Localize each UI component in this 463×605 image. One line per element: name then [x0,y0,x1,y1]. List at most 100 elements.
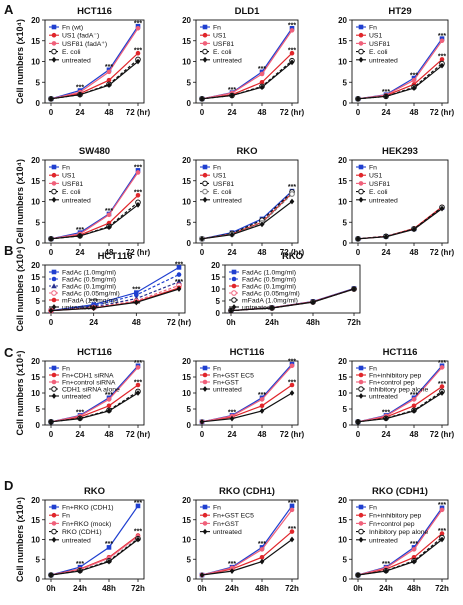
legend-label: untreated [369,394,398,401]
data-point [51,181,57,186]
data-point [135,192,141,198]
y-tick-label: 10 [31,285,40,294]
data-point [411,403,417,409]
legend-label: USF81 (fadA⁺) [62,41,107,48]
x-tick-label: 72h [285,584,299,593]
significance-mark: *** [382,561,390,568]
series-line [357,537,443,576]
series-line [230,288,355,312]
data-point [135,201,141,208]
data-point [51,365,57,371]
legend-label: USF81 [369,41,390,48]
x-tick-label: 48 [258,430,267,439]
significance-mark: *** [134,379,142,386]
data-point [259,397,265,402]
legend-label: untreated [62,197,91,204]
y-tick-label: 0 [343,99,348,108]
data-point [439,38,445,44]
series-line [50,366,139,423]
significance-mark: *** [134,529,142,536]
data-point [202,365,208,371]
significance-mark: *** [134,500,142,507]
data-point [358,365,364,371]
data-point [135,170,141,175]
data-point [48,307,54,314]
data-point [202,372,208,378]
legend-label: Fn [369,165,377,172]
data-point [259,408,265,414]
data-point [51,283,57,289]
x-tick-label: 24h [265,318,279,327]
significance-mark: *** [134,360,142,367]
legend-label: untreated [369,57,398,64]
series-line [357,509,443,576]
y-tick-label: 10 [182,198,191,207]
y-tick-label: 10 [338,58,347,67]
series-line [357,206,443,240]
data-point [51,41,57,46]
data-point [358,24,364,30]
significance-mark: *** [76,85,84,92]
series-line [50,505,139,576]
significance-mark: *** [288,500,296,507]
x-tick-label: 0 [200,108,205,117]
series-line [50,535,139,576]
series-line [50,539,139,576]
data-point [51,276,57,282]
data-point [51,536,57,543]
legend-label: USF81 [369,181,390,188]
legend-label: E. coli [369,49,388,56]
y-tick-label: 20 [31,261,40,270]
data-point [289,363,295,369]
x-tick-label: 72 (hr) [167,318,192,327]
data-point [411,547,417,552]
data-point [358,181,364,186]
data-point [48,572,54,578]
series-line [201,61,293,100]
legend-label: Fn+GST [213,380,239,387]
x-tick-label: 48 [410,248,419,257]
legend-label: untreated [213,57,242,64]
data-point [202,188,208,195]
legend-label: Fn (wt) [62,25,83,32]
chart-a4: SW480 0 5 10 15 20 0 24 48 72 (hr) Cell numbers (x… [15,146,151,257]
plot-frame [351,19,449,104]
significance-mark: *** [105,392,113,399]
series-line [357,58,443,100]
data-point [289,198,295,205]
data-point [289,536,295,543]
data-point [411,77,417,83]
legend-label: untreated [213,387,242,394]
data-point [106,408,112,414]
data-point [310,299,316,306]
y-tick-label: 15 [338,177,347,186]
y-tick-label: 10 [182,536,191,545]
legend-label: untreated [62,394,91,401]
data-point [77,233,83,239]
series-line [357,65,443,100]
data-point [106,77,112,83]
series-line [50,204,139,240]
data-point [358,512,364,518]
data-point [383,93,389,100]
data-point [259,79,265,85]
data-point [269,305,275,311]
legend-label: E. coli [62,189,81,196]
data-point [135,26,141,31]
legend-label: US1 [213,33,226,40]
x-tick-label: 72 (hr) [430,430,455,439]
y-tick-label: 5 [187,218,192,227]
chart-b1: HCT116 0 5 10 15 20 0 24 48 72 (hr) Cell numbers (… [15,247,192,332]
legend-label: untreated [213,197,242,204]
series-line [50,27,139,100]
data-point [439,536,445,543]
data-point [259,558,265,565]
y-tick-label: 5 [36,555,41,564]
series-line [357,40,443,100]
data-point [106,69,112,75]
y-tick-label: 20 [338,496,347,505]
data-point [351,286,357,292]
data-point [202,386,208,392]
